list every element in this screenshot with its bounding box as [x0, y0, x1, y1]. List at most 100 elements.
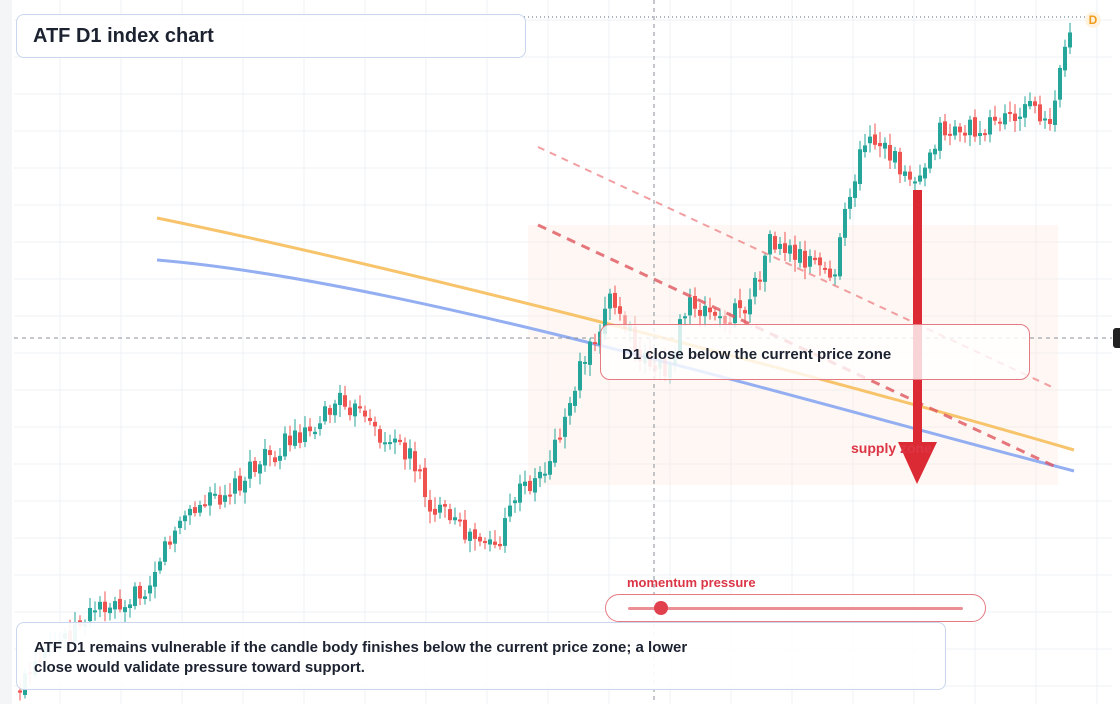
candle-body: [463, 519, 467, 540]
candle-body: [93, 610, 97, 613]
candle-body: [523, 481, 527, 486]
price-scale-tag[interactable]: [1113, 328, 1120, 348]
candle-body: [213, 493, 217, 496]
candle-body: [583, 361, 587, 364]
candle-body: [123, 607, 127, 613]
candle-body: [488, 539, 492, 545]
candle-body: [403, 442, 407, 460]
candle-body: [328, 408, 332, 415]
candle-body: [143, 596, 147, 599]
candle-body: [953, 126, 957, 136]
candle-body: [158, 561, 162, 571]
candle-body: [413, 451, 417, 472]
candle-body: [503, 518, 507, 546]
candle-body: [568, 403, 572, 416]
candle-body: [748, 299, 752, 315]
candle-body: [518, 483, 522, 503]
candle-body: [358, 406, 362, 409]
candle-body: [88, 607, 92, 622]
candle-body: [558, 437, 562, 440]
candle-body: [923, 167, 927, 179]
candle-body: [873, 134, 877, 145]
candle-body: [193, 507, 197, 514]
candle-body: [573, 390, 577, 406]
candle-body: [333, 403, 337, 416]
candle-body: [1028, 100, 1032, 107]
candle-body: [1033, 101, 1037, 106]
candle-body: [843, 208, 847, 238]
candle-body: [913, 181, 917, 184]
candle-body: [398, 439, 402, 442]
candle-body: [963, 132, 967, 136]
candle-body: [1058, 67, 1062, 100]
candle-body: [283, 433, 287, 457]
candle-body: [378, 429, 382, 443]
title-card: ATF D1 index chart: [16, 14, 526, 58]
candle-body: [243, 480, 247, 493]
candle-body: [623, 315, 627, 330]
momentum-bar: [628, 607, 963, 610]
candle-body: [253, 460, 257, 473]
candle-body: [138, 585, 142, 599]
candle-body: [18, 690, 22, 693]
momentum-label: momentum pressure: [627, 575, 756, 590]
candle-body: [98, 601, 102, 610]
candle-body: [468, 531, 472, 541]
candle-body: [868, 136, 872, 144]
candle-body: [458, 519, 462, 522]
candlesticks: [18, 22, 1072, 701]
left-scale: [0, 0, 12, 704]
candle-body: [438, 504, 442, 513]
candle-body: [938, 122, 942, 151]
candle-body: [473, 529, 477, 539]
candle-body: [388, 442, 392, 445]
candle-body: [1053, 100, 1057, 125]
candle-body: [988, 117, 992, 135]
candle-body: [723, 315, 727, 324]
candle-body: [133, 586, 137, 606]
candle-body: [408, 448, 412, 459]
candle-body: [853, 181, 857, 198]
momentum-thumb[interactable]: [654, 601, 669, 615]
candle-body: [313, 431, 317, 435]
candle-body: [543, 473, 547, 476]
candle-body: [703, 305, 707, 317]
candle-body: [738, 300, 742, 309]
momentum-slider[interactable]: [605, 594, 986, 622]
candle-body: [548, 461, 552, 475]
candle-body: [1068, 32, 1072, 48]
candle-body: [908, 171, 912, 180]
candle-body: [773, 236, 777, 250]
candle-body: [1043, 118, 1047, 121]
candle-body: [353, 403, 357, 417]
candle-body: [918, 175, 922, 182]
candle-body: [1013, 113, 1017, 121]
candle-body: [278, 455, 282, 461]
candle-body: [493, 541, 497, 545]
candle-body: [758, 279, 762, 282]
candle-body: [168, 541, 172, 545]
candle-body: [818, 257, 822, 266]
candle-body: [108, 607, 112, 614]
candle-body: [958, 126, 962, 133]
dividend-marker-icon[interactable]: D: [1085, 12, 1101, 28]
candle-body: [903, 171, 907, 176]
candle-body: [893, 151, 897, 163]
candle-body: [793, 244, 797, 260]
candle-body: [788, 245, 792, 254]
candle-body: [293, 430, 297, 446]
candle-body: [863, 145, 867, 153]
candle-body: [563, 416, 567, 437]
candle-body: [113, 601, 117, 610]
candle-body: [993, 116, 997, 121]
candle-body: [323, 406, 327, 422]
candle-body: [428, 499, 432, 512]
callout-text: D1 close below the current price zone: [622, 346, 892, 363]
candle-body: [528, 480, 532, 492]
candle-body: [593, 342, 597, 345]
candle-body: [983, 133, 987, 136]
candle-body: [103, 601, 107, 613]
candle-body: [858, 149, 862, 184]
candle-body: [338, 392, 342, 406]
candle-body: [933, 148, 937, 155]
